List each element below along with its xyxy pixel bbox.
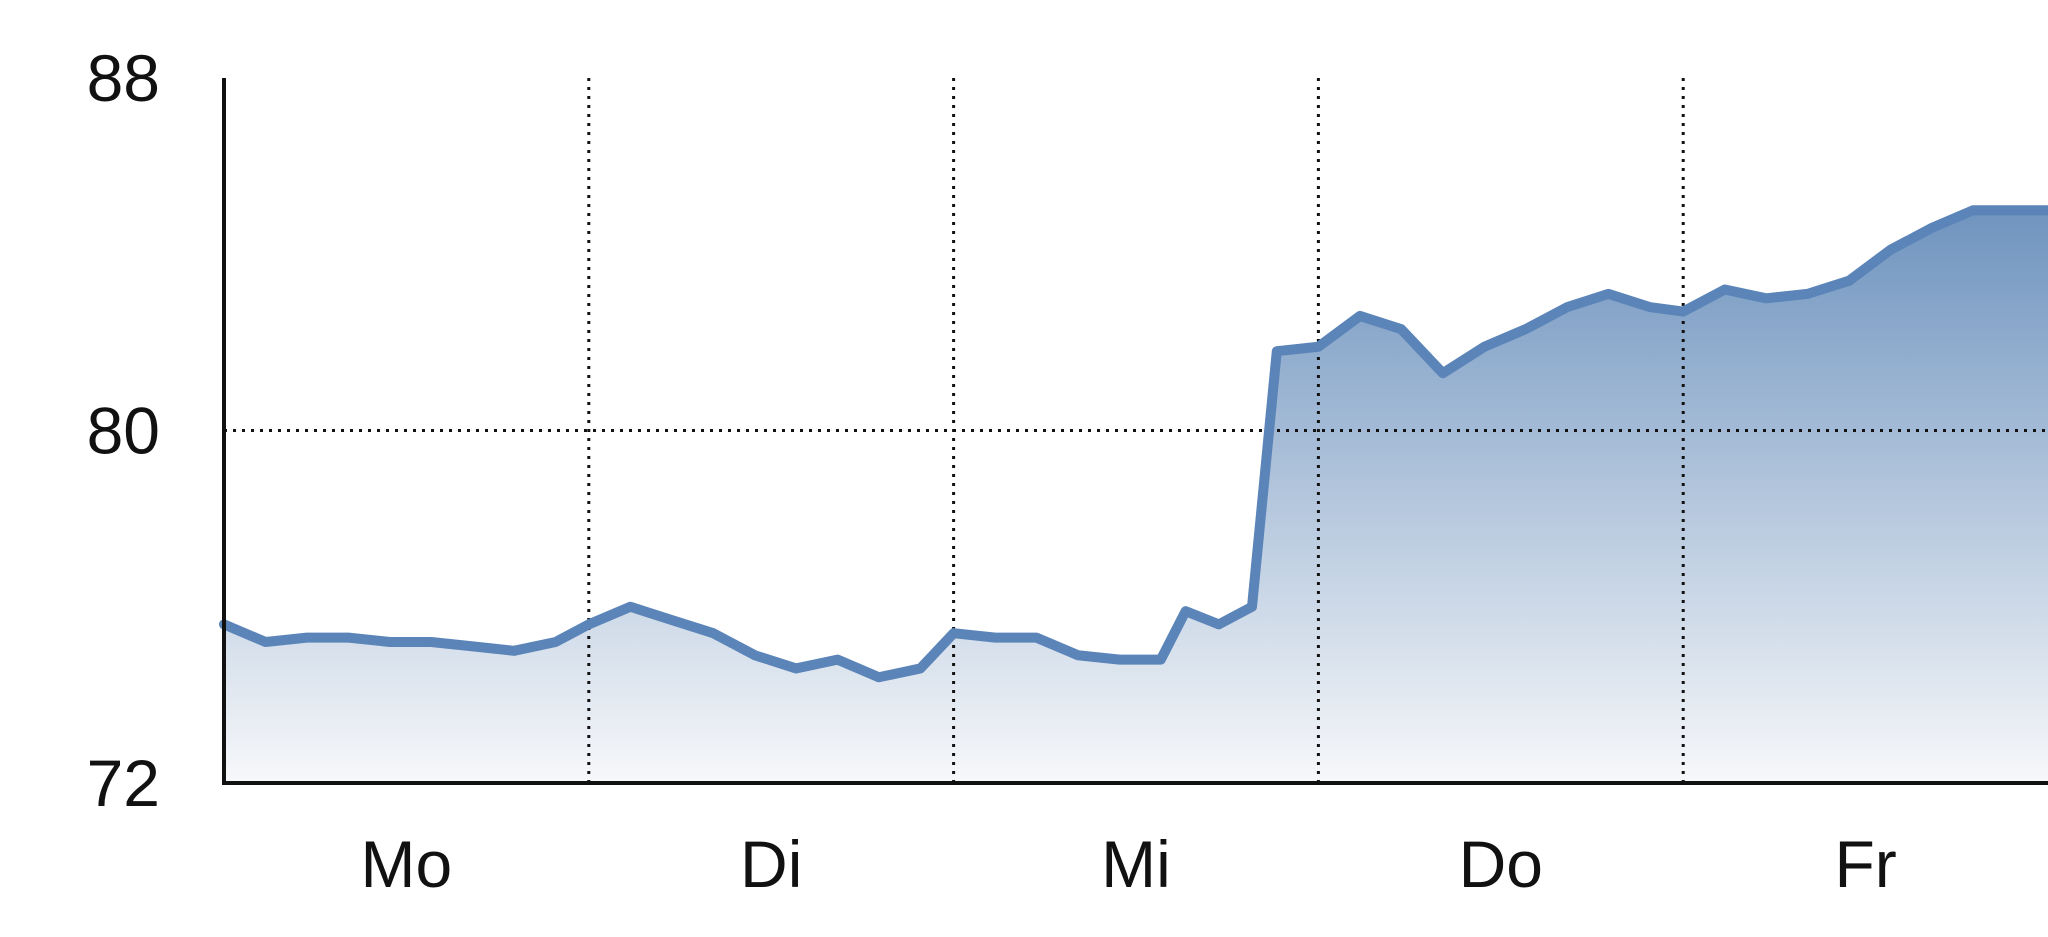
y-tick-label: 80 [87,394,160,468]
y-tick-label: 72 [87,746,160,820]
x-tick-label: Mi [1101,827,1171,901]
x-tick-label: Do [1459,827,1543,901]
x-tick-label: Di [740,827,802,901]
series-area [224,210,2048,783]
x-tick-label: Fr [1834,827,1896,901]
x-tick-label: Mo [361,827,453,901]
series-line [219,205,2048,683]
y-tick-label: 88 [87,41,160,115]
